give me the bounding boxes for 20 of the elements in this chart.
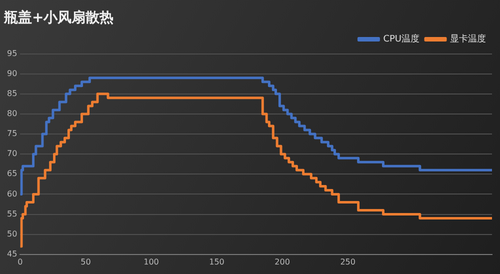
y-tick-label: 55 xyxy=(6,209,18,218)
y-tick-label: 75 xyxy=(6,129,18,138)
y-tick-label: 60 xyxy=(6,189,18,198)
y-tick-label: 95 xyxy=(6,48,18,58)
chart-title: 瓶盖+小风扇散热 xyxy=(3,9,114,26)
x-tick-label: 200 xyxy=(274,257,290,266)
x-tick-label: 250 xyxy=(340,257,356,266)
x-tick-label: 0 xyxy=(18,257,23,266)
y-tick-label: 85 xyxy=(6,89,18,98)
y-tick-label: 65 xyxy=(6,169,18,178)
legend-label: CPU温度 xyxy=(383,34,420,45)
y-tick-label: 45 xyxy=(6,249,18,258)
y-tick-label: 80 xyxy=(6,109,18,118)
y-tick-label: 70 xyxy=(6,149,18,158)
x-tick-label: 150 xyxy=(209,257,224,266)
x-tick-label: 100 xyxy=(144,257,159,266)
y-tick-label: 50 xyxy=(6,229,18,238)
x-tick-label: 50 xyxy=(80,257,91,266)
y-tick-label: 90 xyxy=(6,68,18,78)
legend-label: 显卡温度 xyxy=(450,34,486,45)
